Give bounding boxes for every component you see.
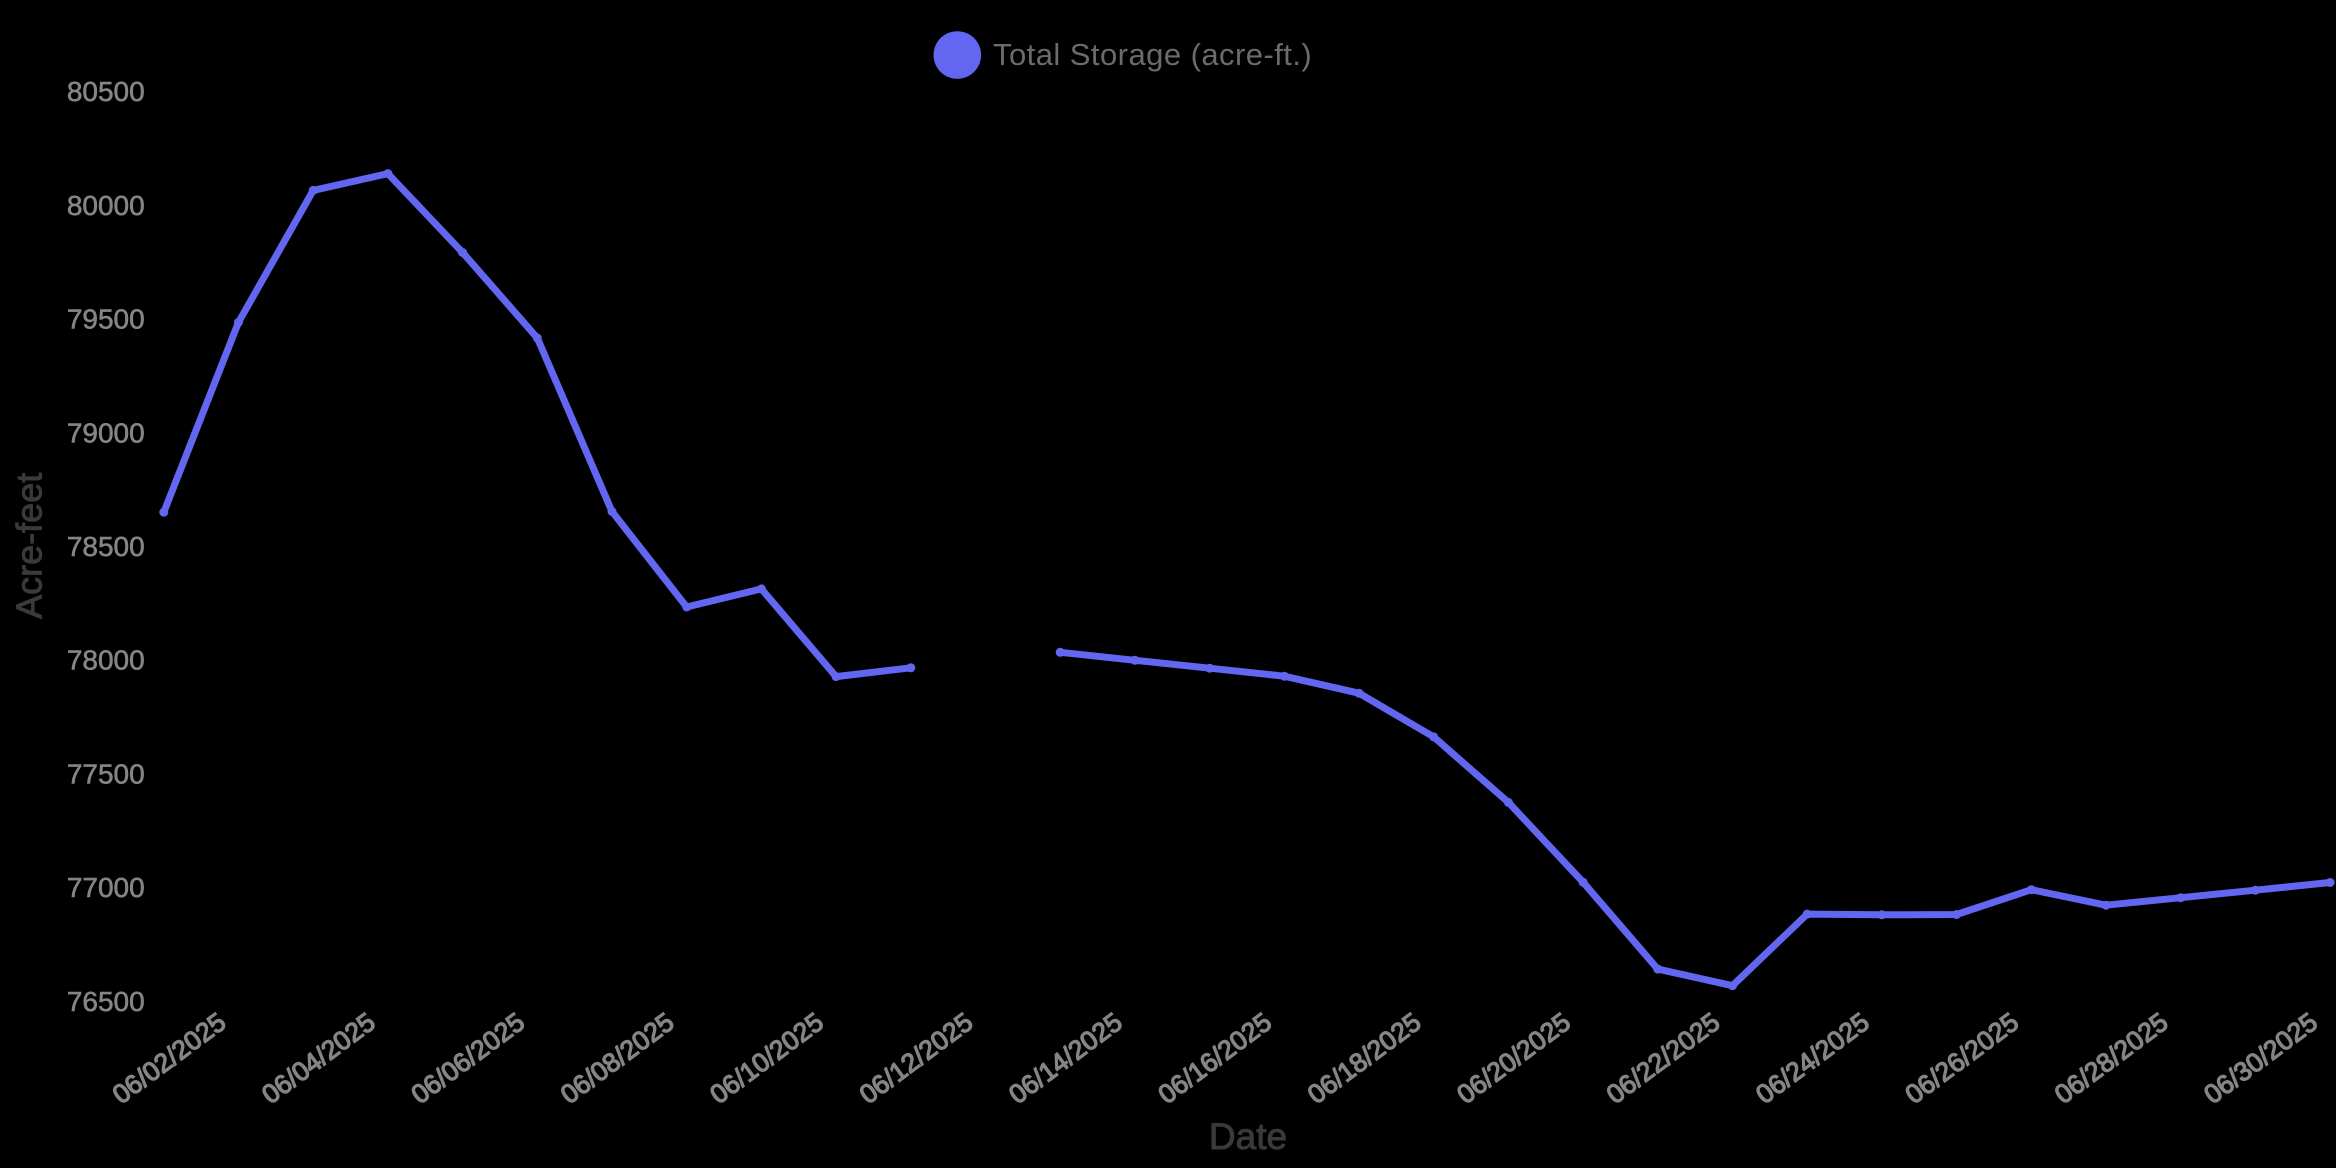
svg-text:78500: 78500 [67, 531, 145, 562]
svg-text:Date: Date [1209, 1116, 1287, 1157]
svg-text:78000: 78000 [67, 645, 145, 676]
svg-text:77000: 77000 [67, 872, 145, 903]
svg-text:Acre-feet: Acre-feet [9, 473, 50, 619]
svg-text:80000: 80000 [67, 190, 145, 221]
svg-text:80500: 80500 [67, 76, 145, 107]
svg-text:79000: 79000 [67, 417, 145, 448]
svg-text:77500: 77500 [67, 758, 145, 789]
svg-text:79500: 79500 [67, 304, 145, 335]
svg-text:76500: 76500 [67, 986, 145, 1017]
svg-text:Total Storage (acre-ft.): Total Storage (acre-ft.) [993, 37, 1312, 72]
